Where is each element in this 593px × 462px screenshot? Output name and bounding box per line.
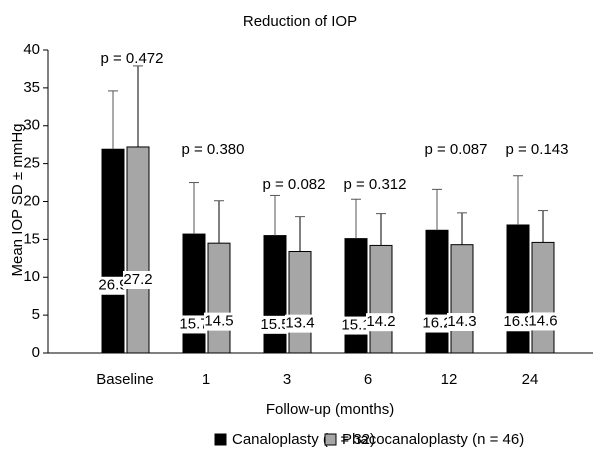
- x-tick-label: 1: [202, 371, 210, 388]
- value-label-bg: [422, 314, 452, 333]
- y-tick-label: 30: [23, 117, 40, 134]
- y-tick-label: 10: [23, 268, 40, 285]
- bar: [425, 229, 449, 354]
- value-label: 15.5: [260, 316, 289, 333]
- bar: [369, 244, 393, 354]
- x-tick-label: Baseline: [96, 371, 154, 388]
- value-label-bg: [260, 315, 290, 334]
- value-label: 14.3: [447, 313, 476, 330]
- bar: [506, 224, 530, 354]
- bar: [531, 241, 555, 354]
- bar: [101, 148, 125, 354]
- legend-swatch: [324, 433, 337, 446]
- value-label: 16.2: [422, 315, 451, 332]
- x-tick-label: 12: [441, 371, 458, 388]
- value-label-bg: [447, 313, 477, 332]
- y-axis-label: Mean IOP SD ± mmHg: [9, 124, 26, 277]
- bar: [182, 233, 206, 354]
- legend-label: Phacocanaloplasty (n = 46): [342, 431, 524, 448]
- legend-swatch: [214, 433, 227, 446]
- x-tick-label: 6: [364, 371, 372, 388]
- value-label: 27.2: [123, 271, 152, 288]
- x-tick-label: 3: [283, 371, 291, 388]
- value-label-bg: [366, 313, 396, 332]
- y-tick-label: 40: [23, 41, 40, 58]
- value-label: 13.4: [285, 315, 314, 332]
- y-tick-label: 5: [32, 306, 40, 323]
- y-tick-label: 0: [32, 344, 40, 361]
- bar: [288, 250, 312, 354]
- p-value-annotation: p = 0.312: [344, 176, 407, 193]
- value-label: 16.9: [503, 313, 532, 330]
- p-value-annotation: p = 0.143: [506, 141, 569, 158]
- bar: [450, 244, 474, 354]
- y-tick-label: 15: [23, 230, 40, 247]
- value-label: 14.5: [204, 313, 233, 330]
- value-label-bg: [123, 271, 153, 290]
- bar: [344, 238, 368, 354]
- value-label-bg: [98, 276, 128, 295]
- value-label: 15.1: [341, 317, 370, 334]
- bar: [263, 235, 287, 354]
- y-tick-label: 20: [23, 192, 40, 209]
- chart-title: Reduction of IOP: [243, 13, 357, 30]
- y-tick-label: 35: [23, 79, 40, 96]
- p-value-annotation: p = 0.380: [182, 141, 245, 158]
- x-axis-label: Follow-up (months): [266, 401, 394, 418]
- value-label: 14.6: [528, 312, 557, 329]
- x-tick-label: 24: [522, 371, 539, 388]
- value-label: 15.7: [179, 315, 208, 332]
- legend-label: Canaloplasty (n = 32): [232, 431, 375, 448]
- value-label-bg: [341, 316, 371, 335]
- p-value-annotation: p = 0.082: [263, 176, 326, 193]
- value-label-bg: [179, 315, 209, 334]
- bar: [207, 242, 231, 354]
- p-value-annotation: p = 0.087: [425, 141, 488, 158]
- value-label-bg: [285, 314, 315, 333]
- value-label-bg: [503, 313, 533, 332]
- bar: [126, 146, 150, 354]
- p-value-annotation: p = 0.472: [101, 50, 164, 67]
- value-label: 26.9: [98, 277, 127, 294]
- value-label: 14.2: [366, 313, 395, 330]
- value-label-bg: [204, 312, 234, 331]
- y-tick-label: 25: [23, 155, 40, 172]
- value-label-bg: [528, 312, 558, 331]
